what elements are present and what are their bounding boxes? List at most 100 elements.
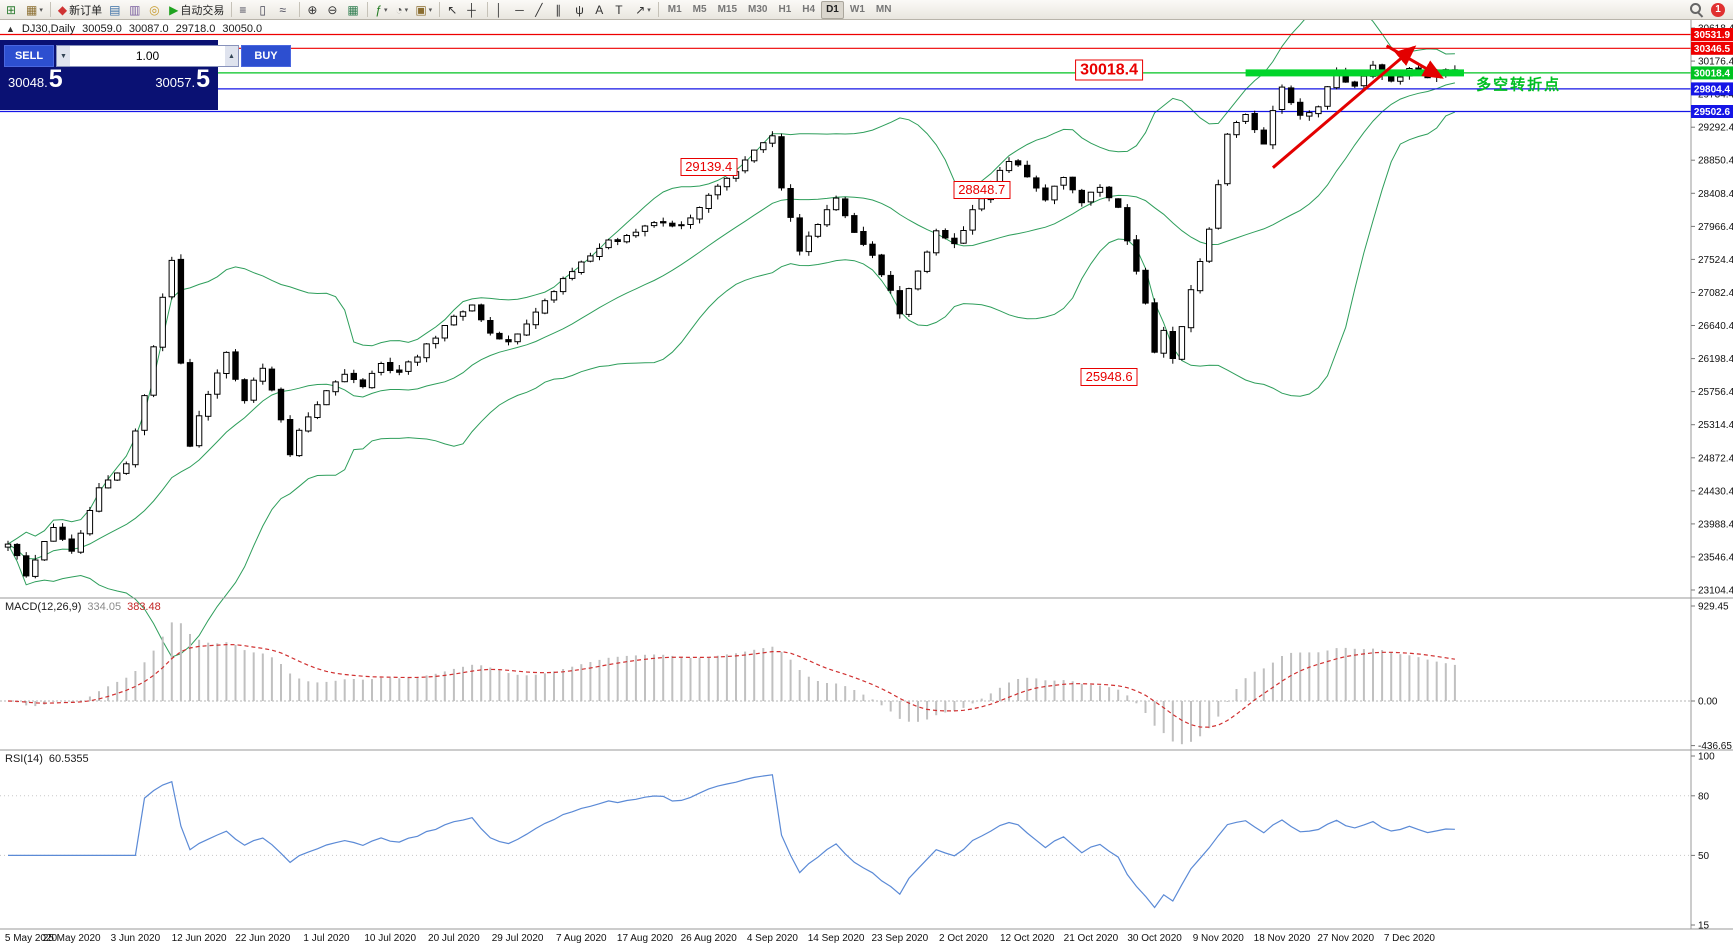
toolbar-right-group: 1 [1689, 2, 1730, 17]
svg-text:15: 15 [1698, 921, 1710, 932]
new-chart-button[interactable]: ⊞ [3, 1, 22, 19]
arrows-button[interactable]: ↗ ▾ [632, 1, 654, 19]
svg-text:30531.9: 30531.9 [1694, 30, 1731, 41]
toolbar-separator [231, 2, 233, 17]
macd-name: MACD(12,26,9) [5, 601, 82, 613]
horizontal-line-icon: ─ [515, 2, 524, 17]
auto-trading-button[interactable]: ▶ 自动交易 [166, 1, 227, 19]
vertical-line-button[interactable]: │ [492, 1, 511, 19]
svg-text:10 Jul 2020: 10 Jul 2020 [364, 933, 416, 944]
price-annotation[interactable]: 25948.6 [1080, 368, 1138, 387]
horizontal-line-button[interactable]: ─ [512, 1, 531, 19]
trendline-button[interactable]: ╱ [532, 1, 551, 19]
auto-trading-icon: ▶ [169, 2, 179, 17]
bars-type-button[interactable]: ≡ [236, 1, 255, 19]
svg-text:27082.4: 27082.4 [1698, 288, 1733, 299]
timeframe-m30-button[interactable]: M30 [743, 1, 772, 19]
text-button[interactable]: A [592, 1, 611, 19]
label-button[interactable]: T [612, 1, 631, 19]
toolbar-separator [49, 2, 51, 17]
templates-button[interactable]: ▣ ▾ [412, 1, 435, 19]
data-window-icon: ▥ [129, 2, 141, 17]
pullback-arrow [1385, 44, 1444, 79]
main-toolbar: ⊞ ▦ ▾ ◆ 新订单 ▤ ▥ ◎ ▶ 自动交易 ≡ ▯ ≈ ⊕ ⊖ ▦ ƒ ▾ ◔ ▾ ▣ ▾ ↖ ┼ │ ─ ╱ ∥ ψ A T ↗ ▾ M1… [0, 0, 1733, 20]
channel-button[interactable]: ∥ [552, 1, 571, 19]
svg-text:23988.4: 23988.4 [1698, 519, 1733, 530]
svg-text:28408.4: 28408.4 [1698, 189, 1733, 200]
indicators-button[interactable]: ƒ ▾ [372, 1, 391, 19]
price-annotation[interactable]: 30018.4 [1075, 59, 1144, 81]
svg-text:25756.4: 25756.4 [1698, 387, 1733, 398]
volume-decrease-button[interactable]: ▼ [57, 46, 70, 66]
buy-button[interactable]: BUY [241, 45, 291, 67]
svg-text:26198.4: 26198.4 [1698, 354, 1733, 365]
tile-windows-button[interactable]: ▦ [344, 1, 363, 19]
line-type-button[interactable]: ≈ [276, 1, 295, 19]
timeframe-h1-button[interactable]: H1 [773, 1, 796, 19]
turning-point-label[interactable]: 多空转折点 [1476, 76, 1562, 94]
sell-button[interactable]: SELL [4, 45, 54, 67]
volume-input[interactable] [70, 46, 225, 66]
cursor-icon: ↖ [447, 2, 458, 17]
arrows-icon: ↗ [635, 2, 646, 17]
profiles-icon: ▦ [26, 2, 38, 17]
timeframe-mn-button[interactable]: MN [871, 1, 897, 19]
collapse-trade-panel-icon[interactable]: ▲ [6, 24, 15, 34]
svg-text:12 Oct 2020: 12 Oct 2020 [1000, 933, 1055, 944]
svg-text:3 Jun 2020: 3 Jun 2020 [111, 933, 161, 944]
svg-text:80: 80 [1698, 791, 1710, 802]
new-order-icon: ◆ [57, 2, 68, 17]
toolbar-separator [299, 2, 301, 17]
search-icon[interactable] [1689, 2, 1704, 17]
macd-value: 334.05 [87, 601, 122, 613]
svg-text:21 Oct 2020: 21 Oct 2020 [1064, 933, 1119, 944]
svg-text:1 Jul 2020: 1 Jul 2020 [303, 933, 350, 944]
channel-icon: ∥ [555, 2, 562, 17]
new-order-button-label: 新订单 [69, 4, 103, 17]
tile-windows-icon: ▦ [347, 2, 359, 17]
candles-layer [4, 60, 1459, 579]
svg-text:5 May 2020: 5 May 2020 [5, 933, 58, 944]
chevron-down-icon: ▾ [39, 6, 43, 14]
periods-icon: ◔ [395, 2, 403, 17]
svg-text:29 Jul 2020: 29 Jul 2020 [492, 933, 544, 944]
timeframe-h4-button[interactable]: H4 [797, 1, 820, 19]
timeframe-w1-button[interactable]: W1 [845, 1, 870, 19]
svg-text:12 Jun 2020: 12 Jun 2020 [172, 933, 227, 944]
buy-price-pip: 5 [196, 65, 210, 93]
notification-badge[interactable]: 1 [1711, 2, 1725, 17]
rsi-name: RSI(14) [5, 753, 43, 765]
new-order-button[interactable]: ◆ 新订单 [55, 1, 105, 19]
buy-price: 30057. 5 [155, 65, 210, 93]
fibonacci-button[interactable]: ψ [572, 1, 591, 19]
deposit-button[interactable]: ◎ [146, 1, 165, 19]
price-annotation[interactable]: 28848.7 [953, 181, 1011, 200]
volume-increase-button[interactable]: ▲ [225, 46, 238, 66]
fibonacci-icon: ψ [575, 2, 584, 17]
cursor-button[interactable]: ↖ [444, 1, 463, 19]
periods-button[interactable]: ◔ ▾ [392, 1, 411, 19]
quote-open: 30059.0 [82, 23, 122, 35]
charts-icon: ▤ [109, 2, 121, 17]
timeframe-d1-button[interactable]: D1 [821, 0, 844, 19]
profiles-button[interactable]: ▦ ▾ [23, 1, 46, 19]
charts-button[interactable]: ▤ [106, 1, 125, 19]
timeframe-m15-button[interactable]: M15 [713, 1, 742, 19]
timeframe-m5-button[interactable]: M5 [688, 1, 712, 19]
toolbar-separator [367, 2, 369, 17]
candles-type-button[interactable]: ▯ [256, 1, 275, 19]
data-window-button[interactable]: ▥ [126, 1, 145, 19]
timeframe-m1-button[interactable]: M1 [663, 1, 687, 19]
quote-low: 29718.0 [175, 23, 216, 35]
price-annotation[interactable]: 29139.4 [680, 157, 738, 176]
svg-text:30018.4: 30018.4 [1694, 68, 1731, 79]
chevron-down-icon: ▾ [404, 6, 409, 14]
svg-text:26 Aug 2020: 26 Aug 2020 [681, 933, 738, 944]
zoom-in-button[interactable]: ⊕ [304, 1, 323, 19]
rsi-label: RSI(14) 60.5355 [5, 753, 89, 765]
zoom-out-button[interactable]: ⊖ [324, 1, 343, 19]
crosshair-button[interactable]: ┼ [464, 1, 483, 19]
macd-panel: 929.45 0.00 -436.65 [0, 602, 1732, 752]
